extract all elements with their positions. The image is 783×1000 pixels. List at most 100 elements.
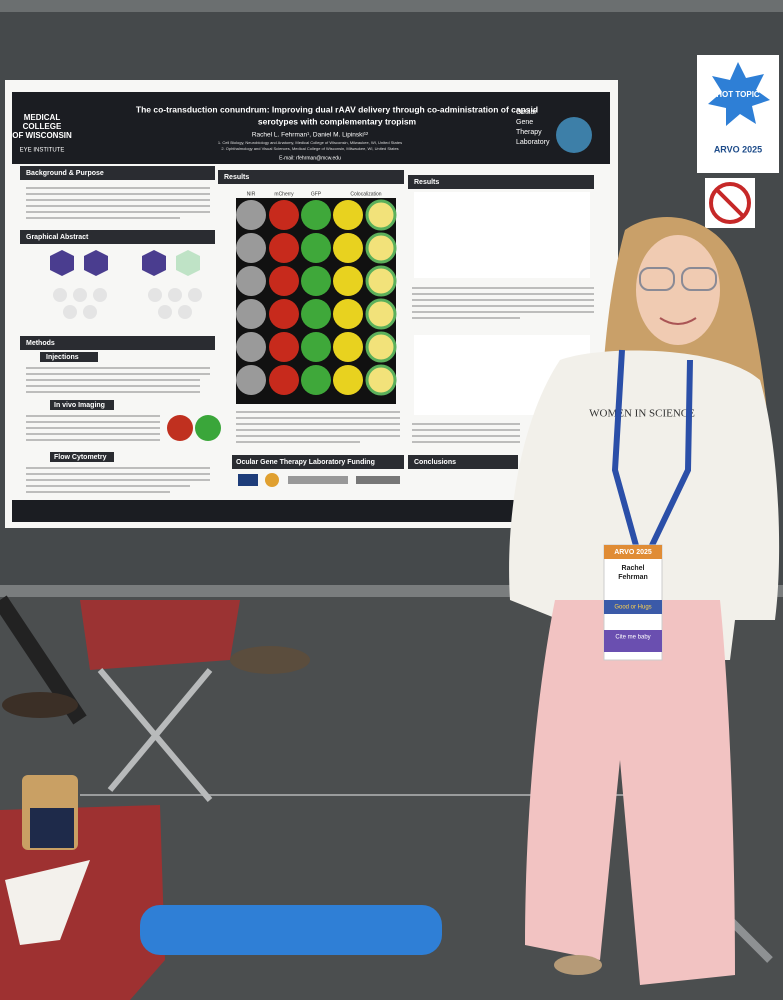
retina-image: [236, 332, 266, 362]
poster-affiliation: 1. Cell Biology, Neurobiology and Anatom…: [218, 140, 402, 145]
diagram-hex: [84, 250, 108, 276]
poster-header: [12, 92, 610, 164]
retina-images: [236, 199, 397, 396]
section-header: [408, 175, 594, 189]
glasses: [639, 267, 675, 291]
retina-image: [301, 332, 331, 362]
section-title: Ocular Gene Therapy Laboratory Funding: [236, 459, 375, 466]
logo-text: Ocular: [516, 109, 537, 116]
retina-image: [236, 266, 266, 296]
subsection-title: Injections: [46, 354, 79, 361]
sandal: [554, 955, 602, 975]
shirt-text: WOMEN IN SCIENCE: [589, 408, 695, 420]
section-header: [232, 455, 404, 469]
badge-ribbon: [604, 600, 662, 614]
column-label: mCherry: [274, 191, 294, 197]
retina-image: [333, 299, 363, 329]
retina-image: [333, 365, 363, 395]
poster-authors: Rachel L. Fehrman¹, Daniel M. Lipinski¹²: [252, 132, 369, 139]
foam-roller: [140, 905, 442, 955]
shoe: [2, 692, 78, 718]
section-header: [408, 455, 518, 469]
logo-text: Gene: [516, 119, 533, 126]
section-title: Conclusions: [414, 459, 456, 466]
poster-affiliation: 2. Ophthalmology and Visual Sciences, Me…: [221, 146, 398, 151]
retina-image: [333, 233, 363, 263]
retina-image: [269, 365, 299, 395]
chair-seat: [80, 600, 240, 670]
logo-text: OF WISCONSIN: [12, 131, 72, 140]
napkin: [5, 860, 90, 945]
caption-text: [412, 287, 594, 443]
subsection-header: [50, 452, 114, 462]
body-text: [26, 367, 210, 393]
section-header: [20, 230, 215, 244]
chair-seat: [0, 805, 165, 1000]
retina-image: [236, 299, 266, 329]
pie-image: [365, 298, 397, 330]
poster-title: The co-transduction conundrum: Improving…: [136, 104, 538, 114]
column-label: GFP: [311, 191, 322, 197]
retina-image: [167, 415, 193, 441]
poster-email: E-mail: rfehrman@mcw.edu: [279, 155, 341, 161]
body-text: [26, 187, 210, 219]
subsection-title: Flow Cytometry: [54, 454, 107, 461]
section-title: Results: [414, 179, 439, 186]
chair-leg: [107, 668, 213, 792]
retina-image: [333, 266, 363, 296]
section-title: Graphical Abstract: [26, 234, 89, 241]
sign-title: HOT TOPIC: [716, 90, 760, 99]
retina-image: [269, 299, 299, 329]
diagram-hex: [142, 250, 166, 276]
diagram-cells: [53, 288, 202, 319]
sweatshirt: [509, 350, 780, 660]
body-text: [26, 467, 210, 493]
pie-image: [365, 232, 397, 264]
retina-image: [236, 365, 266, 395]
logo-text: MEDICAL: [24, 113, 61, 122]
retina-image: [269, 200, 299, 230]
pants: [525, 600, 735, 985]
pie-image: [365, 265, 397, 297]
no-photo-icon: [715, 188, 745, 218]
retina-image: [269, 266, 299, 296]
sign-star: [708, 62, 770, 126]
column-label: Colocalization: [350, 191, 381, 197]
retina-image: [301, 365, 331, 395]
badge-ribbon: [604, 630, 662, 652]
sign-event: ARVO 2025: [714, 144, 762, 154]
retina-image: [236, 200, 266, 230]
retina-image: [195, 415, 221, 441]
retina-image: [333, 332, 363, 362]
section-header: [218, 170, 404, 184]
subsection-header: [40, 352, 98, 362]
retina-image: [301, 266, 331, 296]
cup-label: [30, 808, 74, 848]
pie-image: [365, 364, 397, 396]
retina-image: [301, 233, 331, 263]
body-text: [26, 415, 160, 441]
badge-header: [604, 545, 662, 559]
logo-text: Therapy: [516, 129, 542, 136]
badge-name: Rachel: [622, 565, 645, 572]
retina-image: [269, 332, 299, 362]
logo-text: Laboratory: [516, 139, 550, 146]
badge-ribbon-text: Cite me baby: [615, 635, 650, 641]
section-title: Methods: [26, 340, 55, 347]
caption-text: [236, 411, 400, 443]
glasses: [681, 267, 717, 291]
badge-name: Fehrman: [618, 574, 648, 581]
logo-text: COLLEGE: [23, 122, 62, 131]
section-title: Background & Purpose: [26, 170, 104, 177]
badge-event: ARVO 2025: [614, 549, 652, 556]
poster-title: serotypes with complementary tropism: [258, 116, 417, 126]
diagram-hex: [176, 250, 200, 276]
lanyard: [611, 349, 693, 562]
poster-footer: [12, 500, 610, 522]
subsection-title: In vivo Imaging: [54, 402, 105, 409]
logo-globe: [556, 117, 592, 153]
retina-image: [301, 299, 331, 329]
face: [636, 235, 720, 345]
